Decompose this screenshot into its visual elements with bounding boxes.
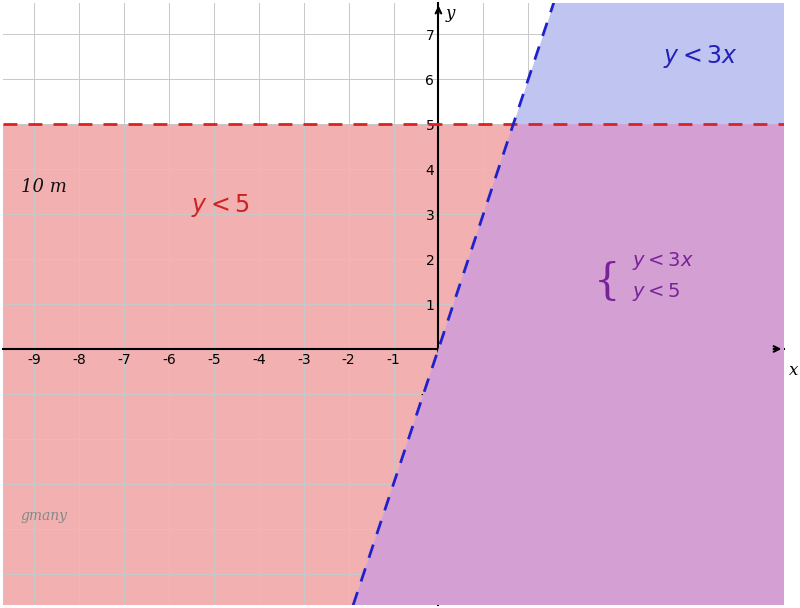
Text: $y < 3x$: $y < 3x$	[631, 250, 694, 272]
Polygon shape	[353, 3, 784, 605]
Polygon shape	[2, 124, 784, 605]
Text: 10 m: 10 m	[21, 178, 66, 196]
Text: {: {	[594, 260, 620, 303]
Text: gmany: gmany	[21, 509, 68, 523]
Text: $y < 5$: $y < 5$	[631, 282, 680, 303]
Text: $y < 5$: $y < 5$	[191, 192, 250, 219]
Text: y: y	[445, 5, 454, 22]
Text: $y < 3x$: $y < 3x$	[663, 43, 738, 71]
Text: x: x	[789, 362, 798, 379]
Polygon shape	[2, 124, 784, 605]
